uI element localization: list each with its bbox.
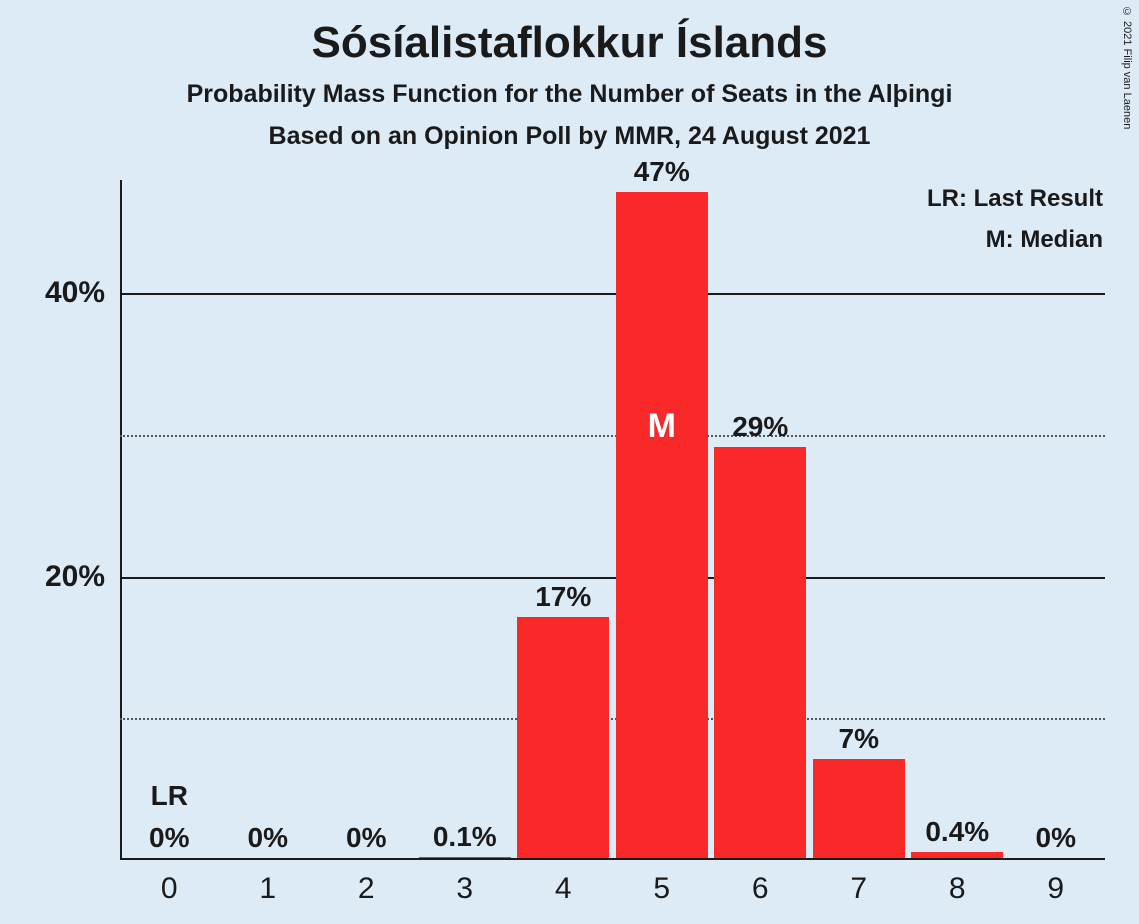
x-tick-label: 9 (1047, 872, 1064, 906)
grid-minor (120, 718, 1105, 720)
bar-value-label: 47% (634, 156, 690, 194)
bar-value-label: 0.4% (925, 816, 989, 854)
bar-value-label: 7% (839, 723, 879, 761)
chart-title: Sósíalistaflokkur Íslands (0, 18, 1139, 68)
x-tick-label: 6 (752, 872, 769, 906)
median-marker: M (648, 407, 676, 446)
bar (616, 192, 708, 858)
x-tick-label: 5 (653, 872, 670, 906)
bar-value-label: 0% (346, 822, 386, 860)
x-tick-label: 3 (456, 872, 473, 906)
grid-major (120, 577, 1105, 579)
copyright-text: © 2021 Filip van Laenen (1121, 6, 1133, 129)
bar (714, 447, 806, 858)
bar-value-label: 29% (732, 411, 788, 449)
bar-chart: 20%40%0%LR0%0%0.1%17%47%M29%7%0.4%0% 012… (120, 180, 1105, 860)
bar-value-label: 17% (535, 581, 591, 619)
x-tick-label: 2 (358, 872, 375, 906)
x-tick-label: 0 (161, 872, 178, 906)
x-tick-label: 8 (949, 872, 966, 906)
plot-area: 20%40%0%LR0%0%0.1%17%47%M29%7%0.4%0% (120, 180, 1105, 860)
y-tick-label: 40% (45, 276, 105, 310)
bar (517, 617, 609, 858)
lr-marker: LR (151, 780, 188, 860)
grid-minor (120, 435, 1105, 437)
grid-major (120, 293, 1105, 295)
chart-subtitle-1: Probability Mass Function for the Number… (0, 80, 1139, 109)
x-tick-label: 4 (555, 872, 572, 906)
x-tick-label: 7 (850, 872, 867, 906)
chart-subtitle-2: Based on an Opinion Poll by MMR, 24 Augu… (0, 122, 1139, 151)
bar (813, 759, 905, 858)
bar-value-label: 0% (1036, 822, 1076, 860)
y-tick-label: 20% (45, 560, 105, 594)
y-axis (120, 180, 122, 860)
bar-value-label: 0.1% (433, 821, 497, 859)
x-tick-label: 1 (259, 872, 276, 906)
bar-value-label: 0% (248, 822, 288, 860)
